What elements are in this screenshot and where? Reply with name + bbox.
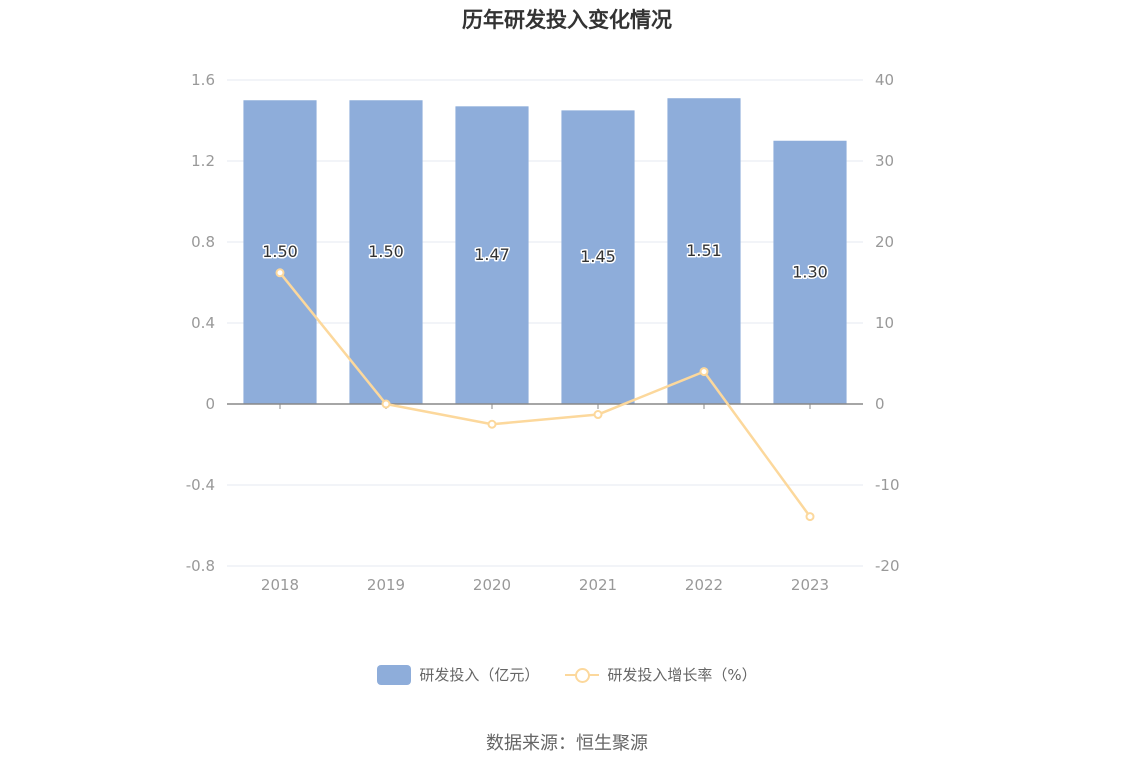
bar — [667, 98, 741, 404]
legend: 研发投入（亿元） 研发投入增长率（%） — [0, 664, 1134, 685]
y-right-tick-label: 20 — [875, 233, 894, 251]
legend-line-label: 研发投入增长率（%） — [607, 666, 757, 684]
growth-line — [279, 271, 812, 518]
y-left-tick-label: -0.4 — [186, 476, 215, 494]
y-right-tick-label: 0 — [875, 395, 885, 413]
legend-item-bar[interactable]: 研发投入（亿元） — [377, 664, 539, 685]
y-right-tick-label: 30 — [875, 152, 894, 170]
x-tick-label: 2021 — [579, 576, 617, 594]
bar-value-label: 1.47 — [474, 245, 510, 264]
y-left-tick-label: 0 — [205, 395, 215, 413]
growth-point — [381, 399, 391, 409]
bar-value-label: 1.30 — [792, 262, 828, 281]
bar-value-label: 1.50 — [262, 242, 298, 261]
data-source: 数据来源：恒生聚源 — [486, 733, 648, 754]
y-left-tick-label: 1.2 — [191, 152, 215, 170]
y-left-tick-label: 0.8 — [191, 233, 215, 251]
y-right-tick-label: -20 — [875, 557, 900, 575]
chart-title: 历年研发投入变化情况 — [462, 8, 672, 32]
x-tick-label: 2018 — [261, 576, 299, 594]
growth-point — [275, 268, 285, 278]
y-left-tick-label: 1.6 — [191, 71, 215, 89]
bar — [349, 100, 423, 404]
y-right-tick-label: -10 — [875, 476, 900, 494]
x-tick-label: 2019 — [367, 576, 405, 594]
y-left-tick-label: -0.8 — [186, 557, 215, 575]
x-tick-label: 2023 — [791, 576, 829, 594]
bar-value-label: 1.45 — [580, 247, 616, 266]
y-right-tick-label: 10 — [875, 314, 894, 332]
growth-point — [487, 419, 497, 429]
growth-point — [593, 410, 603, 420]
combo-chart: 1.6 1.2 0.8 0.4 0 -0.4 -0.8 40 30 20 10 0 -10 -20 2018… — [186, 71, 900, 594]
bar — [773, 140, 847, 404]
bar — [561, 110, 635, 404]
bar-value-label: 1.50 — [368, 242, 404, 261]
growth-point — [805, 512, 815, 522]
legend-item-line[interactable]: 研发投入增长率（%） — [565, 664, 757, 685]
growth-point — [699, 367, 709, 377]
x-tick-label: 2020 — [473, 576, 511, 594]
legend-line-swatch — [565, 665, 600, 685]
bar — [455, 106, 529, 404]
bar-value-label: 1.51 — [686, 241, 722, 260]
bar — [243, 100, 317, 404]
y-left-tick-label: 0.4 — [191, 314, 215, 332]
legend-bar-swatch — [377, 664, 412, 685]
legend-bar-label: 研发投入（亿元） — [419, 666, 540, 684]
y-right-tick-label: 40 — [875, 71, 894, 89]
x-tick-label: 2022 — [685, 576, 723, 594]
